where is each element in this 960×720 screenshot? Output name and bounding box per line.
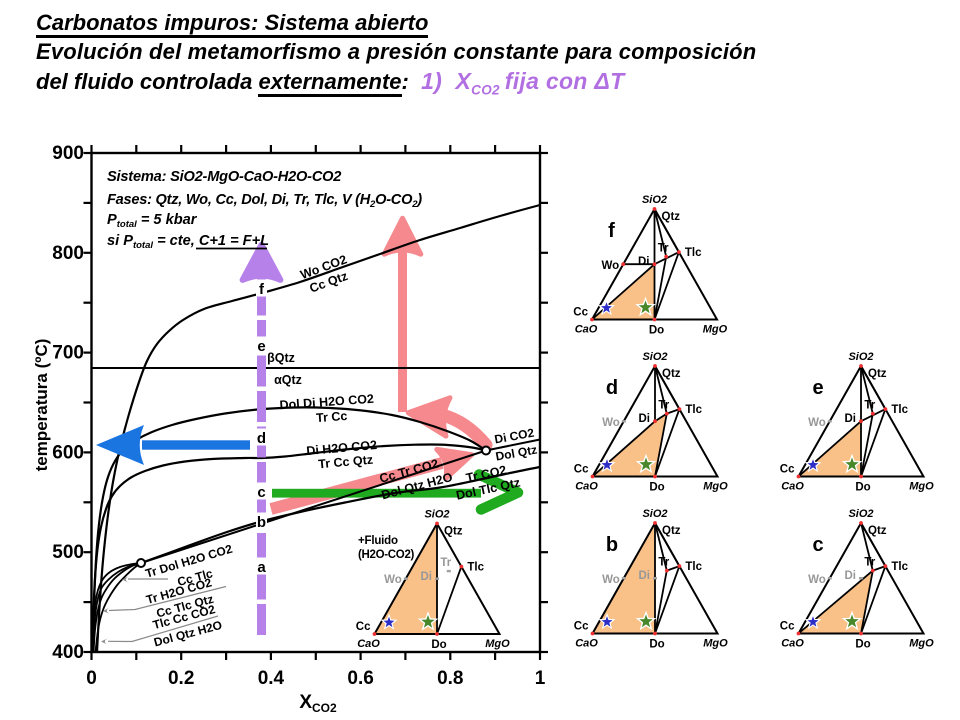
svg-text:Do: Do: [431, 639, 446, 651]
svg-text:Tr Cc Qtz: Tr Cc Qtz: [318, 453, 374, 472]
svg-text:Qtz: Qtz: [662, 525, 681, 537]
svg-text:Tr: Tr: [864, 557, 875, 569]
svg-text:Qtz: Qtz: [662, 211, 681, 223]
svg-text:CaO: CaO: [781, 638, 804, 650]
svg-text:d: d: [606, 377, 618, 399]
svg-text:si Ptotal = cte, C+1 = F+L: si Ptotal = cte, C+1 = F+L: [107, 233, 269, 251]
svg-text:Do: Do: [649, 325, 664, 337]
svg-text:Dol Di H2O CO2: Dol Di H2O CO2: [279, 392, 374, 413]
svg-text:Wo: Wo: [602, 574, 620, 586]
svg-text:CaO: CaO: [575, 638, 598, 650]
svg-text:Di: Di: [639, 570, 651, 582]
svg-text:Di: Di: [638, 256, 650, 268]
svg-text:βQtz: βQtz: [267, 351, 295, 365]
svg-text:Qtz: Qtz: [868, 368, 887, 380]
svg-text:Tlc: Tlc: [685, 404, 702, 416]
svg-text:αQtz: αQtz: [274, 373, 302, 387]
svg-text:Tlc: Tlc: [467, 562, 484, 574]
svg-text:MgO: MgO: [909, 481, 934, 493]
svg-text:f: f: [259, 281, 265, 298]
svg-text:Tr: Tr: [658, 243, 669, 255]
svg-text:f: f: [608, 220, 615, 242]
svg-text:Tr: Tr: [658, 400, 669, 412]
svg-text:Tr: Tr: [440, 557, 451, 569]
svg-text:Cc: Cc: [780, 621, 795, 633]
svg-text:Tlc: Tlc: [891, 561, 908, 573]
svg-text:Do: Do: [649, 482, 664, 494]
svg-text:1: 1: [535, 668, 546, 689]
svg-text:Tlc: Tlc: [685, 561, 702, 573]
svg-text:Ptotal = 5 kbar: Ptotal = 5 kbar: [107, 212, 198, 230]
svg-text:Fases: Qtz, Wo, Cc, Dol, Di, T: Fases: Qtz, Wo, Cc, Dol, Di, Tr, Tlc, V …: [107, 192, 422, 210]
svg-text:0.8: 0.8: [437, 668, 463, 689]
svg-text:+Fluido: +Fluido: [358, 535, 398, 547]
svg-text:0.2: 0.2: [168, 668, 194, 689]
svg-text:Cc: Cc: [574, 464, 589, 476]
svg-text:Wo: Wo: [808, 417, 826, 429]
svg-text:0: 0: [86, 668, 97, 689]
svg-text:Di: Di: [421, 571, 433, 583]
svg-text:MgO: MgO: [703, 324, 728, 336]
svg-text:Cc: Cc: [574, 621, 589, 633]
svg-text:Do: Do: [855, 639, 870, 651]
svg-text:e: e: [257, 338, 265, 355]
svg-text:(H2O-CO2): (H2O-CO2): [358, 549, 415, 561]
svg-text:MgO: MgO: [485, 638, 510, 650]
svg-text:CaO: CaO: [781, 481, 804, 493]
svg-text:Di: Di: [639, 413, 651, 425]
svg-text:e: e: [812, 377, 823, 399]
svg-text:Qtz: Qtz: [444, 526, 463, 538]
svg-text:Tr: Tr: [658, 557, 669, 569]
svg-text:Qtz: Qtz: [868, 525, 887, 537]
svg-text:Sistema: SiO2-MgO-CaO-H2O-CO2: Sistema: SiO2-MgO-CaO-H2O-CO2: [107, 169, 341, 185]
svg-text:Wo: Wo: [384, 574, 402, 586]
svg-text:Dol Qtz: Dol Qtz: [494, 443, 538, 464]
svg-text:XCO2: XCO2: [299, 692, 337, 715]
svg-text:0.4: 0.4: [258, 668, 285, 689]
svg-text:c: c: [257, 484, 265, 501]
svg-text:d: d: [257, 430, 266, 447]
svg-text:SiO2: SiO2: [424, 509, 449, 521]
svg-text:Tlc: Tlc: [891, 404, 908, 416]
svg-text:700: 700: [52, 343, 84, 364]
svg-text:c: c: [812, 534, 823, 556]
svg-text:a: a: [257, 559, 266, 576]
svg-text:SiO2: SiO2: [848, 351, 873, 363]
svg-text:900: 900: [52, 143, 84, 164]
svg-text:CaO: CaO: [357, 638, 380, 650]
svg-text:CaO: CaO: [575, 481, 598, 493]
svg-text:MgO: MgO: [703, 638, 728, 650]
svg-text:400: 400: [52, 642, 84, 663]
svg-text:MgO: MgO: [703, 481, 728, 493]
svg-text:Di H2O CO2: Di H2O CO2: [306, 438, 378, 458]
svg-text:CaO: CaO: [575, 324, 598, 336]
svg-text:Tr: Tr: [864, 400, 875, 412]
svg-text:Di CO2: Di CO2: [493, 426, 535, 447]
svg-text:Wo: Wo: [602, 417, 620, 429]
svg-text:0.6: 0.6: [347, 668, 373, 689]
svg-text:MgO: MgO: [909, 638, 934, 650]
svg-text:SiO2: SiO2: [642, 508, 667, 520]
svg-text:Tlc: Tlc: [685, 247, 702, 259]
svg-text:800: 800: [52, 243, 84, 264]
svg-text:temperatura (ºC): temperatura (ºC): [32, 339, 51, 472]
svg-text:Wo: Wo: [602, 260, 620, 272]
svg-text:Di: Di: [845, 413, 857, 425]
svg-text:Qtz: Qtz: [662, 368, 681, 380]
svg-text:Tr Cc: Tr Cc: [316, 409, 348, 425]
svg-text:600: 600: [52, 442, 84, 463]
svg-text:b: b: [257, 514, 266, 531]
svg-text:Cc: Cc: [356, 621, 371, 633]
svg-text:b: b: [606, 534, 618, 556]
svg-text:500: 500: [52, 542, 84, 563]
svg-text:Do: Do: [649, 639, 664, 651]
svg-text:SiO2: SiO2: [642, 351, 667, 363]
svg-text:Cc: Cc: [780, 464, 795, 476]
svg-text:Di: Di: [845, 570, 857, 582]
svg-text:SiO2: SiO2: [848, 508, 873, 520]
svg-text:SiO2: SiO2: [642, 194, 667, 206]
svg-text:Wo: Wo: [808, 574, 826, 586]
svg-text:Cc: Cc: [573, 307, 588, 319]
svg-text:Do: Do: [855, 482, 870, 494]
